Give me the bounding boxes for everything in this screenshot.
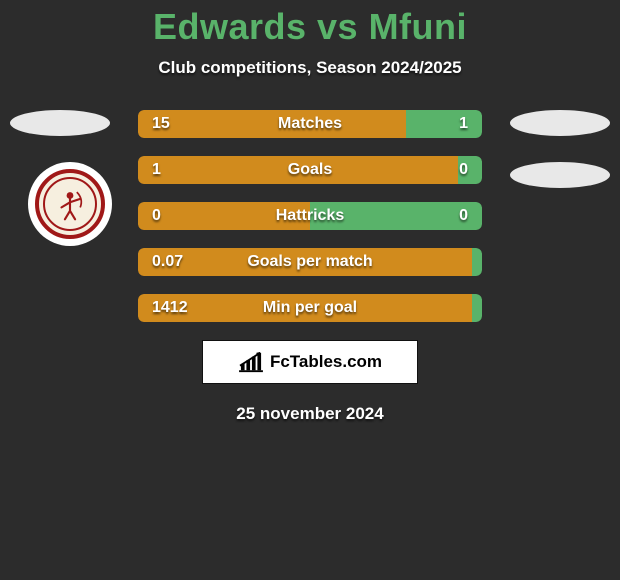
stat-row: 1Goals0 bbox=[138, 156, 482, 184]
comparison-area: 15Matches11Goals00Hattricks00.07Goals pe… bbox=[0, 110, 620, 424]
stat-label: Goals bbox=[138, 156, 482, 184]
stat-value-right: 0 bbox=[459, 156, 468, 184]
stat-row: 0Hattricks0 bbox=[138, 202, 482, 230]
stat-row: 1412Min per goal bbox=[138, 294, 482, 322]
stat-label: Hattricks bbox=[138, 202, 482, 230]
stat-label: Goals per match bbox=[138, 248, 482, 276]
player-left-ellipse bbox=[10, 110, 110, 136]
stat-value-right: 1 bbox=[459, 110, 468, 138]
page-subtitle: Club competitions, Season 2024/2025 bbox=[0, 58, 620, 78]
stat-value-right: 0 bbox=[459, 202, 468, 230]
player-right-ellipse-1 bbox=[510, 110, 610, 136]
club-badge-ring bbox=[35, 169, 105, 239]
stat-label: Min per goal bbox=[138, 294, 482, 322]
player-right-ellipse-2 bbox=[510, 162, 610, 188]
stat-row: 0.07Goals per match bbox=[138, 248, 482, 276]
stat-label: Matches bbox=[138, 110, 482, 138]
brand-text: FcTables.com bbox=[270, 352, 382, 372]
brand-box[interactable]: FcTables.com bbox=[202, 340, 418, 384]
page-title: Edwards vs Mfuni bbox=[0, 0, 620, 48]
stat-bars: 15Matches11Goals00Hattricks00.07Goals pe… bbox=[138, 110, 482, 322]
archer-icon bbox=[53, 187, 87, 221]
stat-row: 15Matches1 bbox=[138, 110, 482, 138]
bar-chart-icon bbox=[238, 351, 264, 373]
club-badge bbox=[28, 162, 112, 246]
date-label: 25 november 2024 bbox=[0, 404, 620, 424]
